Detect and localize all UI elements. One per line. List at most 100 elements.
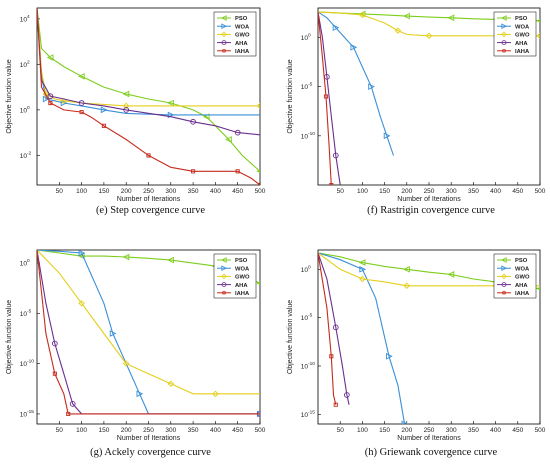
x-tick-label: 450 xyxy=(512,427,523,434)
legend-label: GWO xyxy=(515,275,530,281)
series-marker-pso xyxy=(403,12,410,20)
x-tick-label: 500 xyxy=(255,427,266,434)
y-tick-exponent: -2 xyxy=(27,150,32,156)
series-marker-woa xyxy=(78,250,86,257)
legend-label: IAHA xyxy=(235,291,250,297)
legend-marker xyxy=(501,265,508,272)
series-marker-aha xyxy=(51,340,58,347)
x-tick-label: 200 xyxy=(121,188,132,195)
series-marker-woa xyxy=(368,83,375,90)
series-marker-gwo xyxy=(536,32,540,40)
legend-label: PSO xyxy=(235,258,248,264)
legend-marker xyxy=(500,257,507,263)
y-tick-label: 10 xyxy=(20,261,28,268)
series-line-aha xyxy=(37,8,260,136)
y-tick-exponent: 2 xyxy=(27,59,30,65)
x-tick-label: 400 xyxy=(210,188,221,195)
legend-marker xyxy=(221,265,228,272)
x-tick-label: 50 xyxy=(337,427,345,434)
y-axis-label: Objective function value xyxy=(287,59,294,133)
y-axis-label: Objective function value xyxy=(6,59,13,133)
legend-label: AHA xyxy=(235,283,248,289)
x-axis-label: Number of Iterations xyxy=(397,196,461,203)
x-tick-label: 150 xyxy=(98,188,109,195)
y-tick-label: 10 xyxy=(301,84,309,91)
x-tick-label: 300 xyxy=(165,188,176,195)
series-marker-pso xyxy=(225,136,232,143)
y-tick-label: 10 xyxy=(20,411,28,418)
series-line-pso xyxy=(37,8,260,172)
legend-marker xyxy=(501,31,507,38)
series-marker-pso xyxy=(77,72,85,80)
series-line-iaha xyxy=(318,11,332,185)
series-marker-woa xyxy=(109,330,117,337)
series-marker-iaha xyxy=(52,371,57,376)
x-tick-label: 200 xyxy=(121,427,132,434)
y-tick-exponent: 0 xyxy=(308,33,311,39)
y-tick-exponent: 0 xyxy=(308,264,311,270)
y-tick-label: 10 xyxy=(20,311,28,318)
series-marker-gwo xyxy=(394,27,402,34)
legend-label: IAHA xyxy=(515,291,530,297)
series-marker-aha xyxy=(47,93,54,100)
x-tick-label: 200 xyxy=(401,427,412,434)
y-tick-label: 10 xyxy=(301,267,309,274)
y-tick-exponent: -15 xyxy=(27,409,34,415)
series-marker-pso xyxy=(403,266,410,273)
series-marker-woa xyxy=(42,95,50,103)
legend-label: WOA xyxy=(235,266,250,272)
series-marker-woa xyxy=(350,44,358,51)
x-tick-label: 450 xyxy=(232,427,243,434)
series-line-woa xyxy=(318,11,395,156)
series-marker-pso xyxy=(167,99,174,107)
x-tick-label: 400 xyxy=(490,427,501,434)
series-marker-aha xyxy=(344,392,350,398)
series-marker-gwo xyxy=(60,97,67,105)
series-marker-gwo xyxy=(256,102,260,110)
legend-label: WOA xyxy=(235,24,250,30)
legend-label: IAHA xyxy=(235,49,250,55)
series-marker-pso xyxy=(122,253,130,261)
series-marker-aha xyxy=(123,107,130,113)
series-marker-iaha xyxy=(101,123,106,128)
legend-marker xyxy=(222,49,226,53)
y-tick-label: 10 xyxy=(301,412,309,419)
series-marker-gwo xyxy=(425,32,433,40)
series-line-woa xyxy=(37,250,260,415)
series-marker-iaha xyxy=(329,354,334,359)
x-tick-label: 350 xyxy=(188,188,199,195)
series-line-iaha xyxy=(37,250,260,415)
series-marker-woa xyxy=(401,420,409,424)
x-tick-label: 150 xyxy=(98,427,109,434)
x-tick-label: 400 xyxy=(490,188,501,195)
y-tick-exponent: -10 xyxy=(308,131,315,137)
panel-caption: (e) Step covergence curve xyxy=(96,205,205,216)
x-tick-label: 150 xyxy=(379,427,390,434)
series-marker-iaha xyxy=(79,110,84,115)
series-marker-aha xyxy=(190,118,196,125)
series-marker-gwo xyxy=(359,11,366,19)
y-tick-label: 10 xyxy=(301,315,309,322)
series-marker-aha xyxy=(332,152,339,159)
x-axis-label: Number of Iterations xyxy=(117,196,181,203)
series-marker-woa xyxy=(332,24,340,31)
series-line-iaha xyxy=(318,252,337,405)
series-line-woa xyxy=(37,8,260,116)
legend-marker xyxy=(221,282,227,288)
panel-caption: (h) Griewank covergence curve xyxy=(365,447,498,458)
legend-marker xyxy=(221,23,228,30)
series-marker-gwo xyxy=(122,360,130,367)
y-tick-exponent: -5 xyxy=(308,313,313,319)
y-tick-label: 10 xyxy=(20,62,28,69)
series-marker-pso xyxy=(447,14,455,22)
series-marker-iaha xyxy=(235,169,240,174)
x-tick-label: 100 xyxy=(76,188,87,195)
x-tick-label: 50 xyxy=(56,427,64,434)
y-tick-label: 10 xyxy=(301,133,309,140)
series-marker-iaha xyxy=(333,402,338,407)
y-tick-label: 10 xyxy=(20,16,28,23)
x-tick-label: 250 xyxy=(143,427,154,434)
series-marker-pso xyxy=(358,259,366,266)
